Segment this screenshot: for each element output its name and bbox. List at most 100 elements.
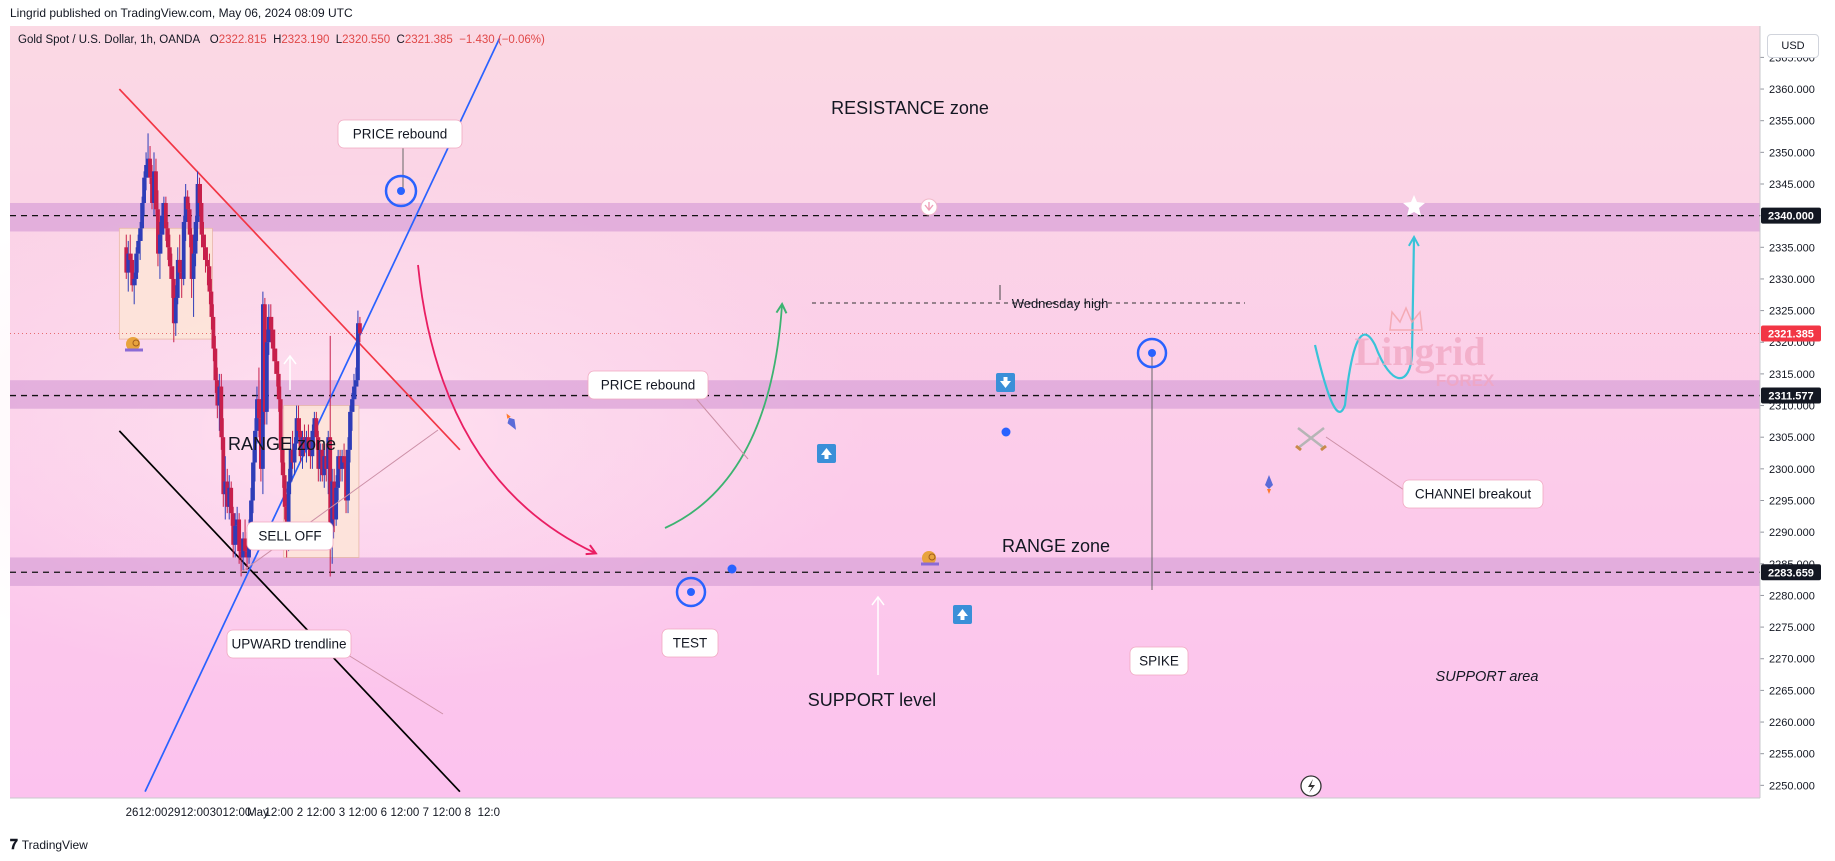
candle-body — [205, 259, 210, 267]
y-tick-label: 2350.000 — [1769, 147, 1815, 159]
candle-body — [270, 329, 275, 349]
price-rebound-label-2: PRICE rebound — [601, 378, 696, 393]
currency-button[interactable]: USD — [1767, 34, 1819, 58]
candle-body — [262, 304, 267, 412]
candle-body — [316, 437, 321, 469]
candle-body — [314, 418, 319, 438]
spike-label-bubble — [1129, 646, 1189, 676]
candle-body — [302, 437, 307, 450]
candle — [344, 449, 348, 514]
candle — [124, 234, 129, 279]
candle — [221, 418, 226, 507]
candle-body — [160, 215, 164, 235]
candle — [253, 418, 257, 482]
candle — [136, 234, 141, 273]
candle-body — [169, 266, 174, 279]
candle — [318, 443, 323, 482]
candle — [201, 221, 206, 260]
x-tick-label: 12:0 — [478, 807, 500, 819]
candle — [340, 449, 344, 482]
candle-body — [167, 247, 172, 267]
x-tick-label: 6 — [381, 807, 387, 819]
candle — [165, 221, 170, 260]
candle — [276, 361, 281, 412]
candle — [163, 196, 168, 241]
candle — [183, 183, 188, 241]
candle — [167, 234, 172, 279]
candle — [146, 133, 150, 178]
candle — [346, 437, 350, 514]
candle-body — [132, 278, 137, 286]
candle — [350, 392, 354, 431]
candle-body — [152, 171, 156, 203]
price-label: 2340.000 — [1768, 211, 1814, 223]
candle-body — [356, 323, 360, 381]
candle-body — [336, 456, 341, 488]
down-circle-icon — [920, 198, 938, 216]
x-tick-label: 30 — [210, 807, 223, 819]
candle — [203, 234, 208, 273]
candle-body — [300, 437, 305, 457]
candle-body — [203, 247, 208, 260]
candle-body — [342, 456, 346, 463]
rebound-dot — [397, 187, 405, 195]
close-label: C — [396, 34, 405, 46]
range-zone-label-2: RANGE zone — [1002, 536, 1110, 556]
y-tick-label: 2330.000 — [1769, 274, 1815, 286]
breakout-dot — [1148, 349, 1156, 357]
candle-body — [197, 183, 202, 203]
candle-body — [243, 538, 247, 552]
price-label-box — [1761, 387, 1821, 404]
candle-body — [272, 348, 277, 362]
breakout-leader — [1325, 436, 1405, 491]
candle-body — [209, 291, 214, 317]
candle-body — [183, 196, 188, 222]
candle — [189, 228, 194, 298]
candle-body — [348, 411, 352, 450]
candle — [171, 266, 176, 343]
channel-upper — [118, 88, 461, 451]
price-label: 2311.577 — [1768, 391, 1813, 403]
candle-body — [326, 437, 331, 469]
price-label-box — [1761, 207, 1821, 224]
watermark-main: Lingrid — [1354, 329, 1485, 374]
candle-body — [124, 247, 129, 273]
range-up-arrow-head — [283, 354, 297, 365]
watermark-sub: FOREX — [1436, 371, 1495, 390]
test-label: TEST — [673, 636, 708, 651]
candle — [262, 297, 267, 425]
candle — [154, 158, 158, 216]
candle — [292, 437, 297, 476]
candle-body — [179, 272, 184, 279]
candle-body — [223, 481, 228, 495]
candle — [322, 449, 327, 488]
candle-body — [142, 177, 146, 203]
candle-body — [290, 449, 295, 463]
candle-body — [340, 456, 344, 469]
snail-icon — [125, 337, 143, 352]
candle-body — [225, 481, 230, 507]
symbol-info: Gold Spot / U.S. Dollar, 1h, OANDA O2322… — [18, 34, 545, 46]
x-tick-label: 12:00 — [223, 807, 252, 819]
candle — [274, 348, 279, 387]
candle-body — [189, 234, 194, 279]
y-tick-label: 2270.000 — [1769, 654, 1815, 666]
candle-body — [260, 304, 265, 469]
candle — [132, 272, 137, 305]
candle-body — [158, 234, 162, 254]
candle — [251, 449, 255, 514]
candle-body — [312, 418, 317, 431]
publisher-line: Lingrid published on TradingView.com, Ma… — [10, 6, 353, 20]
x-tick-label: 12:00 — [265, 807, 294, 819]
y-tick-label: 2345.000 — [1769, 179, 1815, 191]
y-tick-label: 2265.000 — [1769, 685, 1815, 697]
candle — [354, 367, 358, 400]
support-area-label: SUPPORT area — [1436, 669, 1539, 685]
candle — [294, 405, 299, 450]
candle — [195, 171, 200, 241]
resistance-band — [10, 202, 1760, 232]
candle-body — [241, 538, 245, 558]
candle-body — [338, 456, 343, 469]
candle — [161, 196, 166, 235]
